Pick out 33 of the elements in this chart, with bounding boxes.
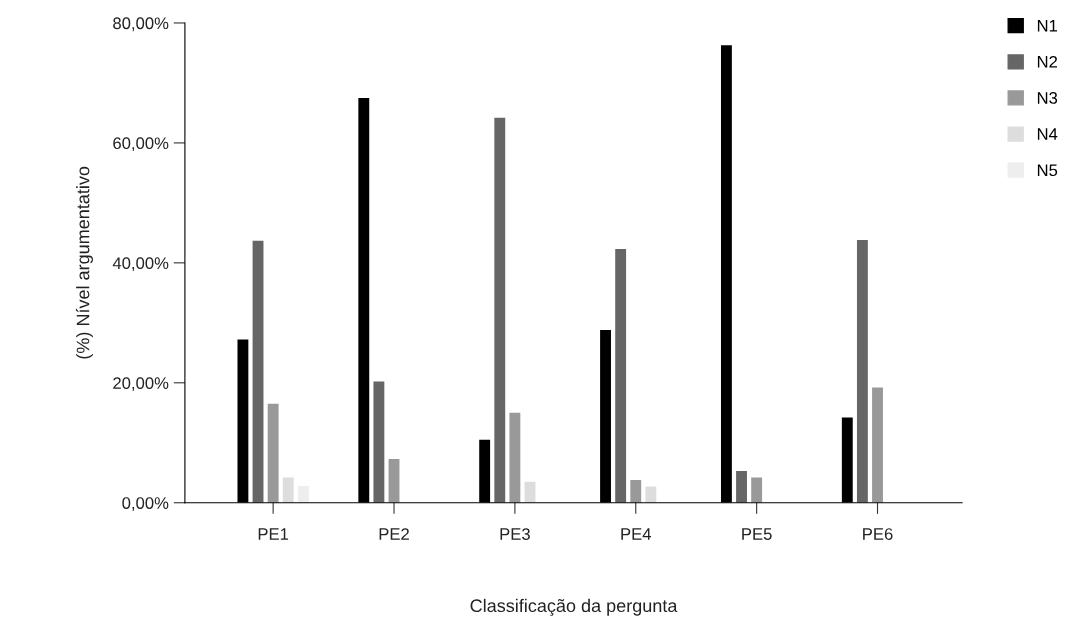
bar: [645, 486, 657, 503]
y-tick-label: 0,00%: [122, 497, 169, 511]
legend-label: N1: [1037, 19, 1058, 32]
y-axis-title: (%) Nível argumentativo: [75, 166, 93, 359]
y-tick-label: 60,00%: [113, 137, 169, 152]
bar: [297, 485, 309, 503]
y-tick-label: 20,00%: [113, 377, 169, 391]
legend-label: N2: [1037, 55, 1058, 68]
bar: [736, 470, 747, 503]
legend-label: N5: [1037, 164, 1058, 177]
bar: [509, 412, 521, 503]
bar: [751, 477, 763, 503]
legend-label: N4: [1037, 128, 1058, 140]
bar: [630, 479, 642, 503]
x-tick-label: PE5: [742, 528, 772, 540]
bar: [373, 381, 385, 503]
x-axis-title: Classificação da pergunta: [470, 598, 678, 616]
x-tick-label: PE2: [379, 528, 409, 540]
bar: [388, 458, 400, 503]
bar: [267, 403, 279, 503]
bar: [615, 249, 627, 503]
bar: [856, 240, 868, 503]
x-tick-label: PE1: [258, 528, 289, 540]
bar: [282, 477, 294, 503]
bar: [494, 117, 506, 503]
y-tick-label: 40,00%: [112, 257, 169, 272]
x-tick-label: PE6: [863, 528, 893, 540]
bar: [252, 240, 264, 503]
x-tick-label: PE3: [500, 528, 530, 540]
y-tick-label: 80,00%: [113, 17, 169, 32]
legend-label: N3: [1037, 92, 1058, 104]
x-tick-label: PE4: [621, 528, 652, 540]
bar: [872, 387, 883, 503]
